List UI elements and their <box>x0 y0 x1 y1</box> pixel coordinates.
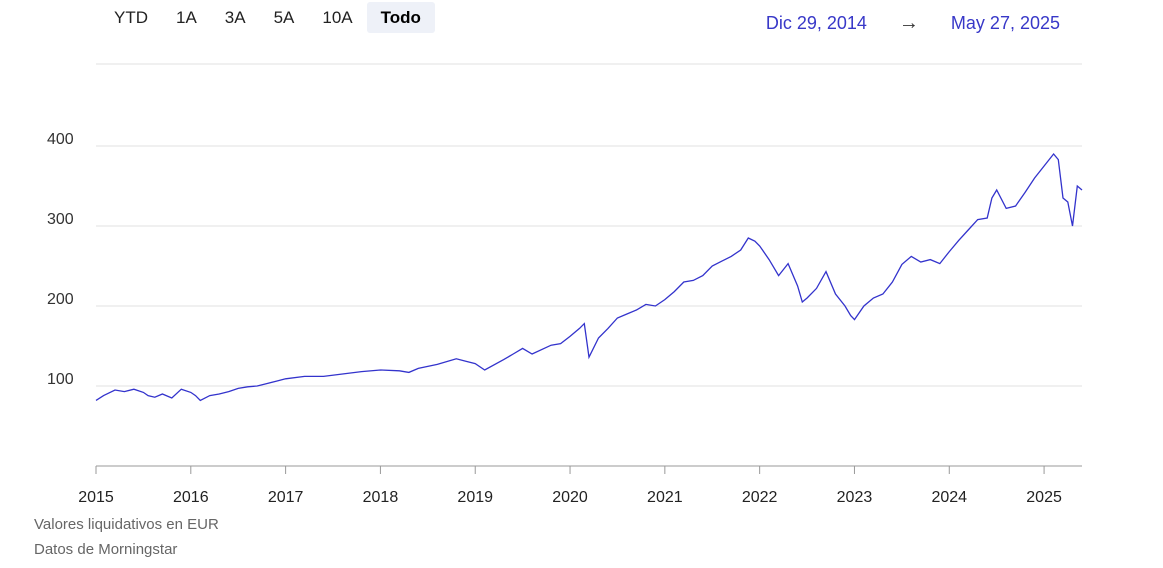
arrow-right-icon: → <box>898 12 919 34</box>
series-line <box>95 152 1083 402</box>
date-range: Dic 29, 2014 → May 27, 2025 <box>766 12 1060 35</box>
x-tick-label: 2017 <box>268 489 304 506</box>
x-tick-label: 2015 <box>78 489 114 506</box>
y-tick-label: 100 <box>47 371 74 388</box>
tab-3a[interactable]: 3A <box>224 8 246 27</box>
y-tick-label: 300 <box>47 211 74 228</box>
tab-10a[interactable]: 10A <box>322 8 353 27</box>
tab-ytd[interactable]: YTD <box>114 8 148 27</box>
start-date[interactable]: Dic 29, 2014 <box>765 13 867 33</box>
x-tick-label: 2020 <box>552 489 588 506</box>
x-tick-label: 2025 <box>1026 489 1062 506</box>
tab-todo[interactable]: Todo <box>366 2 435 33</box>
x-tick-label: 2019 <box>457 489 493 506</box>
grid-lines <box>96 63 1082 387</box>
source-note: Datos de Morningstar <box>34 541 178 558</box>
x-tick-label: 2024 <box>931 489 967 506</box>
y-axis: 100 200 300 400 <box>47 131 74 388</box>
x-tick-label: 2016 <box>173 489 209 506</box>
end-date[interactable]: May 27, 2025 <box>950 13 1060 33</box>
x-tick-label: 2021 <box>647 489 683 506</box>
y-tick-label: 400 <box>47 131 74 148</box>
x-tick-label: 2023 <box>837 489 873 506</box>
range-tabs: YTD 1A 3A 5A 10A Todo <box>100 2 435 33</box>
x-axis: 2015 2016 2017 2018 2019 2020 2021 2022 2023 2024… <box>78 465 1082 506</box>
x-tick-label: 2022 <box>742 489 778 506</box>
x-tick-label: 2018 <box>363 489 399 506</box>
y-tick-label: 200 <box>47 291 74 308</box>
tab-1a[interactable]: 1A <box>176 8 197 27</box>
price-chart: 100 200 300 400 2015 2016 2017 2018 2019 2020 202… <box>47 63 1083 506</box>
currency-note: Valores liquidativos en EUR <box>34 516 219 533</box>
tab-5a[interactable]: 5A <box>273 8 295 27</box>
